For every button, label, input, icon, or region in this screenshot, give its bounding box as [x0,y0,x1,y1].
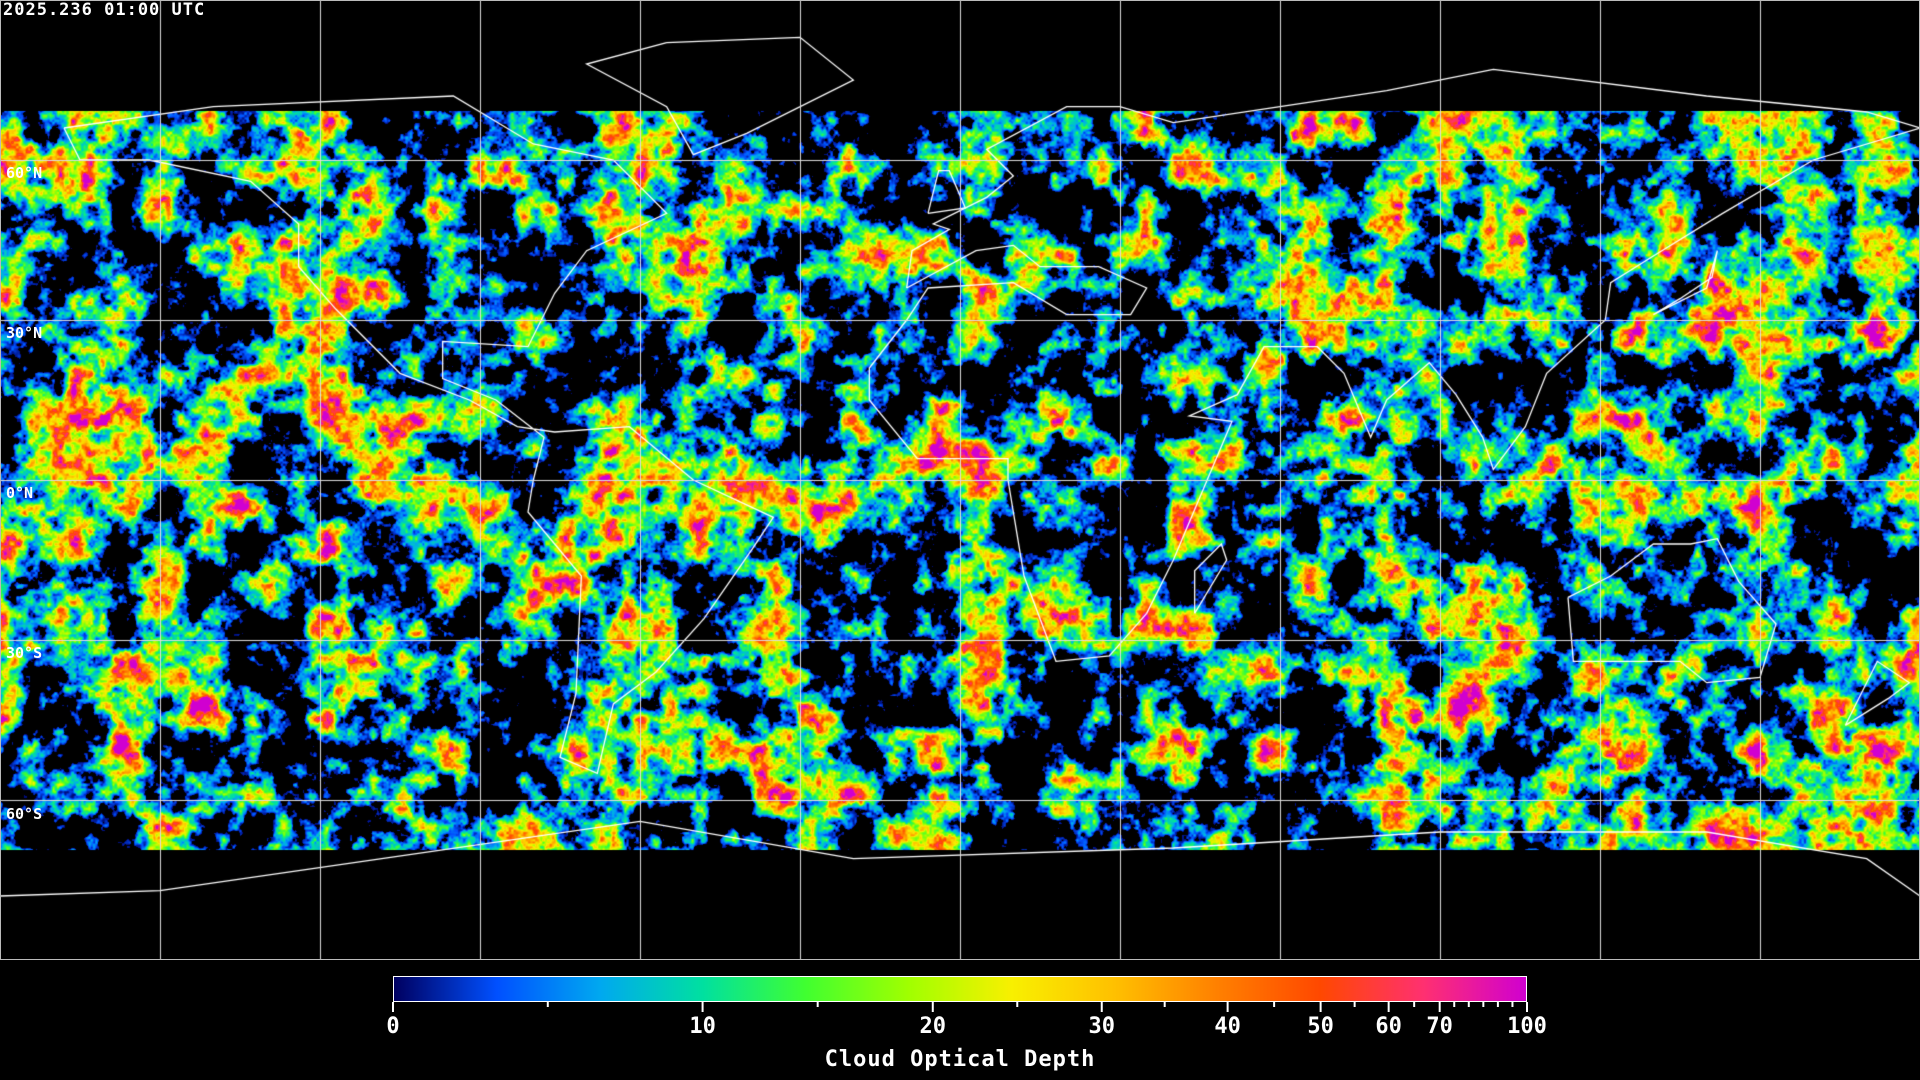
tick-label: 60 [1375,1014,1402,1039]
lat-label-0n: 0°N [6,484,34,502]
tick-label: 50 [1307,1014,1334,1039]
lat-label-30n: 30°N [6,324,43,342]
colorbar-label: Cloud Optical Depth [824,1047,1096,1072]
tick-label: 30 [1088,1014,1116,1039]
timestamp-title: 2025.236 01:00 UTC [3,0,206,20]
tick-label: 20 [919,1014,947,1039]
tick-label: 100 [1507,1014,1547,1039]
lat-label-60s: 60°S [6,805,43,823]
tick-label: 70 [1426,1014,1453,1039]
lat-label-60n: 60°N [6,164,43,182]
colorbar [393,976,1527,1002]
cloud-optical-depth-map [0,0,1920,960]
tick-label: 0 [386,1014,400,1039]
lat-label-30s: 30°S [6,644,43,662]
tick-label: 10 [689,1014,716,1039]
tick-label: 40 [1214,1014,1241,1039]
